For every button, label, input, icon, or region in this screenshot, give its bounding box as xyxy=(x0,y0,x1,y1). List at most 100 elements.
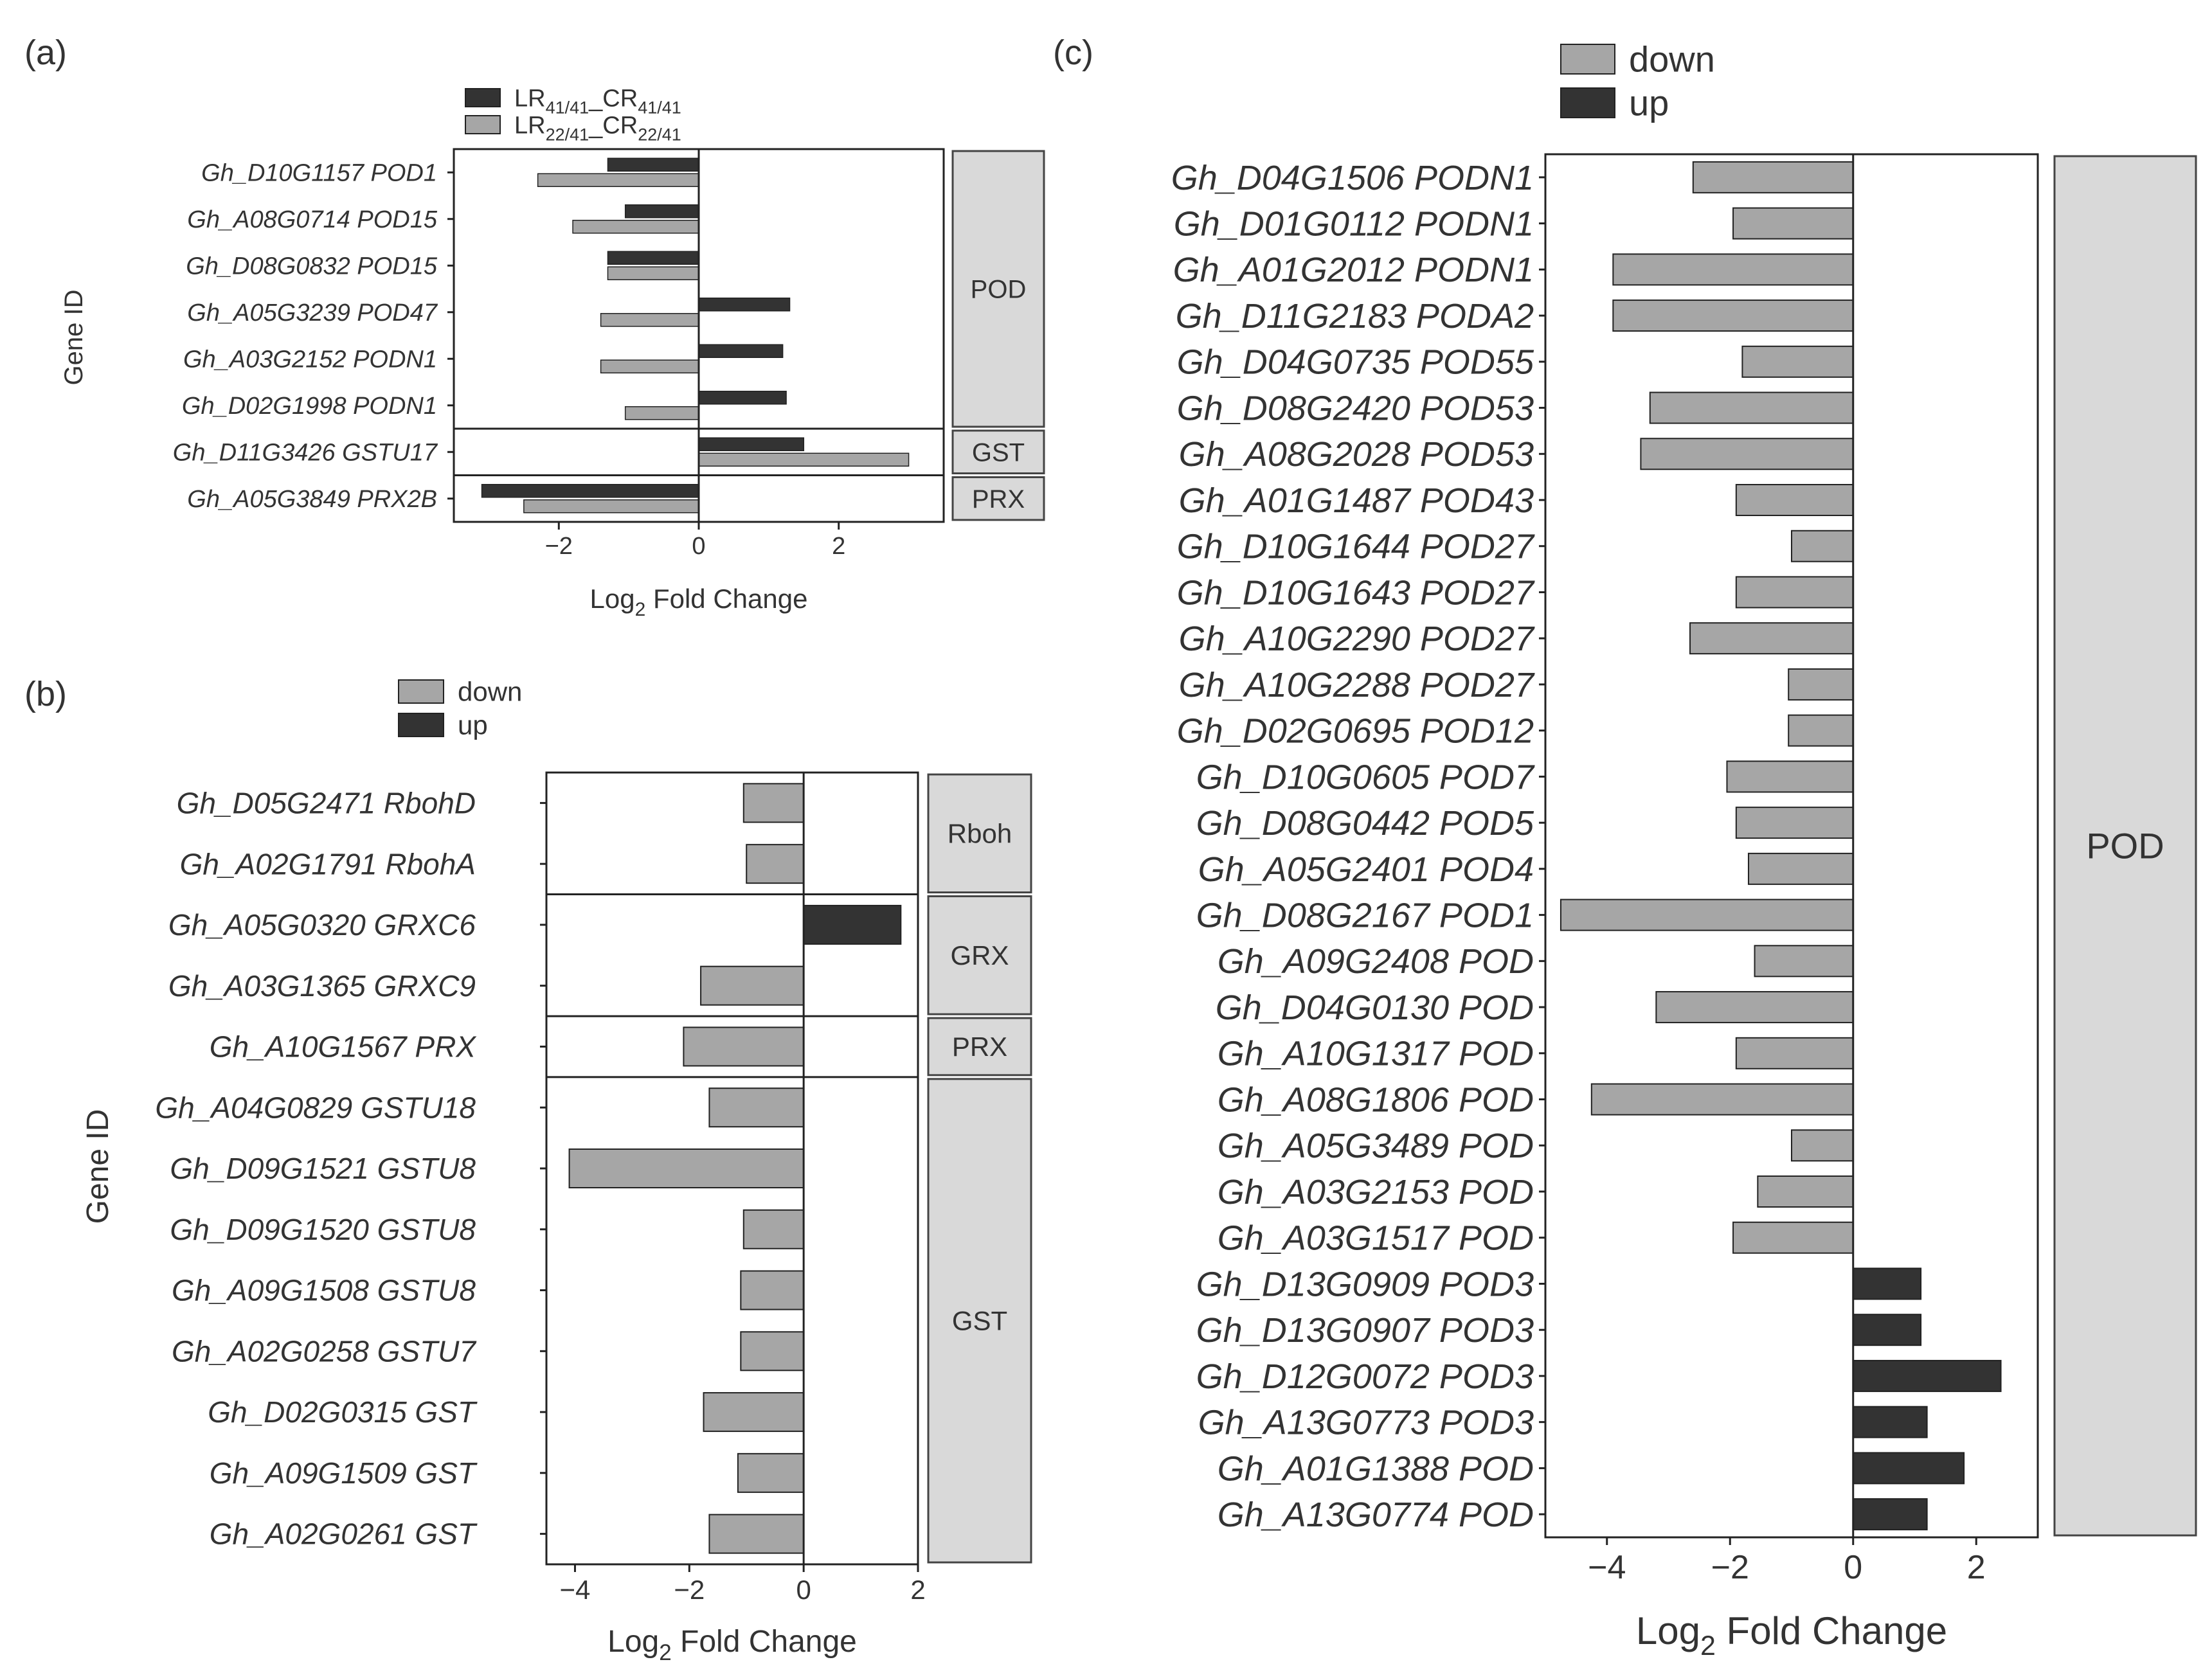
y-tick-label: Gh_A05G3849 PRX2B xyxy=(187,486,437,513)
x-axis-title-part-1: 2 xyxy=(1700,1631,1716,1661)
bar-10 xyxy=(703,1392,805,1433)
panel-1: (b) Rboh GRX PRX GST Gh_D05G2471 RbohD Gh_A02G… xyxy=(24,675,1032,1665)
bars xyxy=(1560,161,2002,1531)
y-tick-label: Gh_A10G2290 POD27 xyxy=(1179,620,1535,658)
y-tick-label: Gh_A09G2408 POD xyxy=(1218,942,1534,981)
bar-9 xyxy=(1735,576,1854,609)
y-tick-label: Gh_D13G0909 POD3 xyxy=(1196,1265,1534,1303)
y-tick-label: Gh_D09G1521 GSTU8 xyxy=(170,1152,476,1185)
y-tick-label: Gh_D08G2420 POD53 xyxy=(1177,389,1534,427)
legend-label-0-part-1: 41/41 xyxy=(546,98,589,117)
bar-1 xyxy=(1732,207,1854,240)
group-label-pod: POD xyxy=(2086,826,2164,866)
panel-letter: (a) xyxy=(24,33,67,72)
bar-0 xyxy=(742,783,805,823)
bar-2 xyxy=(803,904,902,945)
bars xyxy=(481,157,910,514)
legend-label-1-part-1: 22/41 xyxy=(546,125,589,144)
panel-letter: (c) xyxy=(1053,33,1093,72)
y-tick-label: Gh_D08G0832 POD15 xyxy=(186,253,438,280)
bar-29 xyxy=(1852,1498,1928,1531)
y-tick-label: Gh_A01G1487 POD43 xyxy=(1179,481,1534,520)
group-label-prx: PRX xyxy=(972,485,1025,514)
y-tick-label: Gh_A05G0320 GRXC6 xyxy=(168,908,476,942)
y-tick-label: Gh_D08G0442 POD5 xyxy=(1196,804,1534,843)
x-tick-label: 2 xyxy=(910,1575,925,1605)
y-tick-label: Gh_D10G1157 POD1 xyxy=(201,160,437,187)
bar-12 xyxy=(708,1514,805,1554)
y-tick-label: Gh_D04G1506 PODN1 xyxy=(1171,159,1534,197)
bar-LR41/41_CR41/41-7 xyxy=(481,484,699,498)
legend-label-0: down xyxy=(458,677,522,707)
bar-LR22/41_CR22/41-2 xyxy=(607,266,699,280)
legend-label-1: up xyxy=(1629,83,1669,123)
y-tick-label: Gh_A08G2028 POD53 xyxy=(1179,435,1534,474)
y-tick-label: Gh_D05G2471 RbohD xyxy=(177,786,476,819)
bar-18 xyxy=(1655,991,1854,1024)
bar-10 xyxy=(1689,622,1854,655)
bar-27 xyxy=(1852,1406,1928,1438)
y-tick-label: Gh_D04G0735 POD55 xyxy=(1177,343,1534,382)
legend-label-0-part-0: LR xyxy=(514,85,546,112)
x-axis-title-part-0: Log xyxy=(607,1625,659,1659)
y-tick-label: Gh_D08G2167 POD1 xyxy=(1196,897,1534,935)
bar-28 xyxy=(1852,1452,1965,1485)
legend-swatch-0 xyxy=(398,679,444,704)
panel-letter: (b) xyxy=(24,675,67,713)
y-tick-label: Gh_D11G3426 GSTU17 xyxy=(173,440,438,467)
legend-label-1: up xyxy=(458,710,488,740)
legend-label-0: down xyxy=(1629,39,1715,80)
y-axis-title: Gene ID xyxy=(60,290,88,386)
bar-8 xyxy=(740,1270,805,1310)
x-tick-label: 2 xyxy=(832,533,845,560)
x-tick-label: 0 xyxy=(1844,1549,1862,1586)
bar-LR41/41_CR41/41-0 xyxy=(607,157,699,172)
bar-15 xyxy=(1747,852,1854,885)
legend-swatch-1 xyxy=(398,713,444,737)
bar-19 xyxy=(1735,1037,1854,1069)
bar-21 xyxy=(1791,1129,1854,1162)
legend-label-1: LR22/41_CR22/41 xyxy=(514,112,681,144)
bar-LR22/41_CR22/41-4 xyxy=(600,359,699,373)
y-tick-label: Gh_A05G3239 POD47 xyxy=(187,299,438,326)
x-axis-title-part-2: Fold Change xyxy=(1716,1609,1947,1652)
x-tick-label: −2 xyxy=(1711,1549,1749,1586)
panel-2: (c) POD Gh_D04G1506 PODN1 Gh_D01G0112 PODN1… xyxy=(1053,33,2197,1661)
x-axis-title-part-0: Log xyxy=(590,584,635,614)
x-tick-label: −4 xyxy=(1588,1549,1626,1586)
y-tick-label: Gh_A08G1806 POD xyxy=(1218,1080,1534,1119)
group-label-pod: POD xyxy=(971,276,1027,304)
bar-23 xyxy=(1732,1221,1854,1254)
bar-LR41/41_CR41/41-6 xyxy=(698,437,805,451)
x-axis-title: Log2 Fold Change xyxy=(590,584,808,620)
legend-swatch-1 xyxy=(465,115,501,134)
group-label-rboh: Rboh xyxy=(948,818,1012,848)
x-tick-label: 2 xyxy=(1967,1549,1986,1586)
bar-5 xyxy=(1649,391,1854,424)
bar-20 xyxy=(1590,1083,1854,1116)
bar-LR41/41_CR41/41-1 xyxy=(624,204,699,219)
y-tick-label: Gh_A05G2401 POD4 xyxy=(1198,850,1534,889)
bar-7 xyxy=(742,1209,805,1249)
y-tick-label: Gh_A02G1791 RbohA xyxy=(180,847,476,880)
bar-LR41/41_CR41/41-4 xyxy=(698,344,784,358)
group-box-prx xyxy=(951,476,1045,521)
bar-4 xyxy=(1741,345,1854,378)
y-tick-label: Gh_A02G0261 GST xyxy=(210,1517,478,1551)
x-axis-title-part-0: Log xyxy=(1636,1609,1700,1652)
x-axis-title: Log2 Fold Change xyxy=(1636,1609,1947,1661)
bar-7 xyxy=(1735,484,1854,516)
bar-3 xyxy=(700,965,805,1006)
y-tick-label: Gh_A13G0774 POD xyxy=(1218,1496,1534,1534)
bar-6 xyxy=(1640,438,1854,470)
legend-label-1-part-0: LR xyxy=(514,112,546,139)
plot-frame xyxy=(1544,153,2039,1539)
x-axis-title-part-2: Fold Change xyxy=(645,584,807,614)
y-tick-label: Gh_A01G1388 POD xyxy=(1218,1449,1534,1488)
legend-swatch-0 xyxy=(465,88,501,107)
group-label-gst: GST xyxy=(972,438,1025,467)
bars xyxy=(568,783,902,1554)
